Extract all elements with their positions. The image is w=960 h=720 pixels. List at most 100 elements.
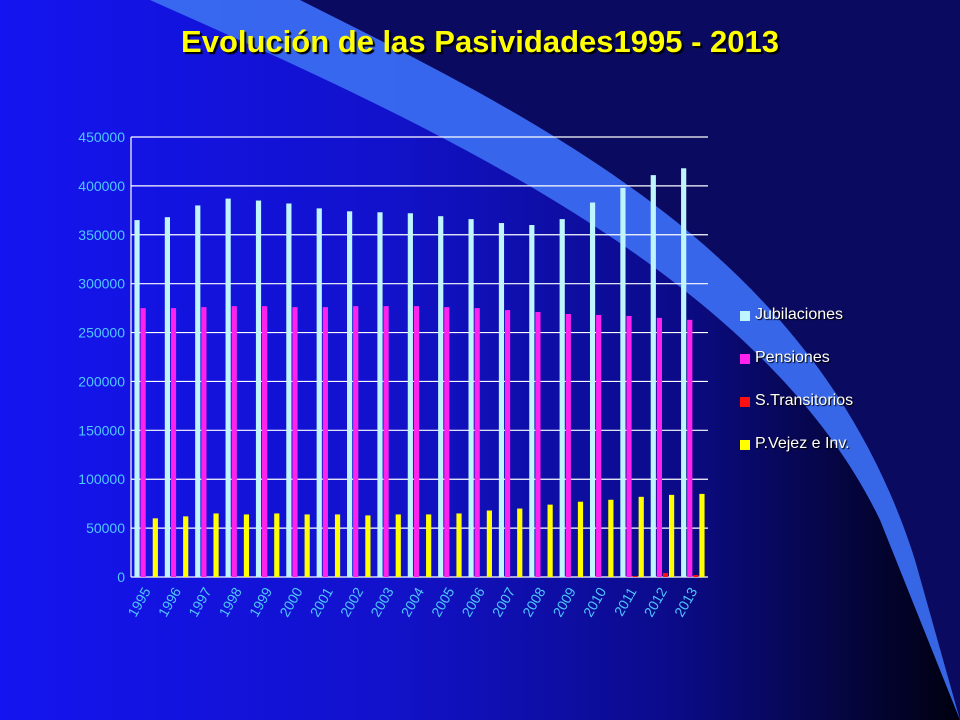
slide-title: Evolución de las Pasividades1995 - 2013 bbox=[181, 24, 779, 59]
bar-jubilaciones-2000 bbox=[286, 203, 292, 577]
bar-p-vejez-e-inv--1995 bbox=[152, 518, 158, 577]
bar-pensiones-1995 bbox=[140, 308, 146, 577]
bar-pensiones-2009 bbox=[565, 313, 571, 577]
bar-s-transitorios-2011 bbox=[632, 576, 638, 577]
bar-p-vejez-e-inv--2000 bbox=[304, 514, 310, 577]
bar-jubilaciones-2010 bbox=[589, 202, 596, 577]
bar-p-vejez-e-inv--2001 bbox=[334, 514, 341, 577]
bar-p-vejez-e-inv--2006 bbox=[486, 510, 492, 577]
bar-jubilaciones-2009 bbox=[559, 219, 565, 577]
x-tick-label: 1995 bbox=[124, 584, 154, 619]
bar-pensiones-1998 bbox=[231, 306, 237, 577]
bar-pensiones-2008 bbox=[535, 312, 541, 577]
x-tick-label: 2002 bbox=[337, 584, 367, 619]
bar-jubilaciones-2002 bbox=[347, 211, 353, 578]
bar-pensiones-1996 bbox=[170, 308, 177, 577]
bar-p-vejez-e-inv--2013 bbox=[699, 493, 705, 577]
bar-jubilaciones-2003 bbox=[377, 212, 383, 578]
bars bbox=[134, 168, 705, 578]
legend-label: Pensiones bbox=[755, 349, 830, 366]
y-tick-label: 100000 bbox=[78, 471, 125, 487]
y-tick-label: 0 bbox=[117, 569, 125, 585]
bar-jubilaciones-2011 bbox=[620, 187, 626, 577]
bar-jubilaciones-1998 bbox=[225, 198, 231, 577]
legend-swatch-vejez bbox=[740, 440, 750, 450]
legend-swatch-pensiones bbox=[740, 354, 750, 364]
bar-pensiones-2007 bbox=[504, 310, 511, 577]
bar-p-vejez-e-inv--2008 bbox=[547, 504, 553, 577]
bar-pensiones-2005 bbox=[444, 307, 450, 577]
legend-label: Jubilaciones bbox=[755, 306, 844, 323]
y-tick-label: 50000 bbox=[86, 520, 125, 536]
bar-jubilaciones-2007 bbox=[498, 223, 505, 578]
x-tick-label: 2004 bbox=[398, 584, 428, 619]
legend-item: Jubilaciones bbox=[740, 306, 920, 349]
x-tick-label: 2000 bbox=[276, 584, 306, 619]
bar-p-vejez-e-inv--2011 bbox=[638, 496, 644, 577]
bar-pensiones-2011 bbox=[626, 315, 632, 577]
bar-p-vejez-e-inv--1998 bbox=[243, 514, 250, 577]
x-tick-label: 1998 bbox=[215, 584, 245, 619]
legend: Jubilaciones Pensiones S.Transitorios P.… bbox=[740, 306, 920, 478]
bar-pensiones-2010 bbox=[596, 314, 602, 577]
bar-p-vejez-e-inv--2002 bbox=[365, 515, 371, 577]
legend-swatch-transitorios bbox=[740, 397, 750, 407]
bar-pensiones-2002 bbox=[353, 306, 359, 577]
legend-label: P.Vejez e Inv. bbox=[755, 435, 850, 452]
x-tick-label: 2007 bbox=[489, 584, 519, 619]
x-tick-label: 1997 bbox=[185, 584, 215, 619]
x-tick-label: 2009 bbox=[550, 584, 580, 619]
bar-pensiones-2001 bbox=[322, 307, 328, 577]
bar-s-transitorios-2013 bbox=[693, 575, 699, 577]
bar-pensiones-2000 bbox=[292, 307, 298, 577]
bar-pensiones-2006 bbox=[474, 308, 480, 577]
bar-pensiones-2004 bbox=[413, 306, 420, 577]
y-tick-label: 150000 bbox=[78, 422, 125, 438]
y-tick-label: 450000 bbox=[78, 129, 125, 145]
bar-s-transitorios-2012 bbox=[662, 573, 669, 577]
y-tick-label: 200000 bbox=[78, 373, 125, 389]
x-axis-ticks: 1995 1996 1997 1998 1999 2000 2001 2002 2003 2004… bbox=[124, 584, 700, 619]
legend-item: P.Vejez e Inv. bbox=[740, 435, 920, 478]
swoosh-inner bbox=[300, 0, 960, 720]
y-axis-ticks: 0 50000 100000 150000 200000 250000 300000 3500… bbox=[78, 129, 125, 585]
legend-swatch-jubilaciones bbox=[740, 311, 750, 321]
bar-jubilaciones-1996 bbox=[164, 217, 171, 577]
bar-jubilaciones-1995 bbox=[134, 220, 140, 577]
bar-p-vejez-e-inv--2009 bbox=[577, 501, 584, 577]
bar-jubilaciones-2006 bbox=[468, 219, 474, 577]
bar-jubilaciones-2012 bbox=[650, 175, 656, 577]
y-tick-label: 250000 bbox=[78, 325, 125, 341]
bar-p-vejez-e-inv--2010 bbox=[608, 499, 614, 577]
bar-jubilaciones-1997 bbox=[195, 205, 201, 577]
legend-item: S.Transitorios bbox=[740, 392, 920, 435]
y-tick-label: 300000 bbox=[78, 276, 125, 292]
bar-p-vejez-e-inv--2012 bbox=[668, 494, 675, 577]
bar-pensiones-1997 bbox=[201, 307, 207, 577]
y-tick-label: 400000 bbox=[78, 178, 125, 194]
bar-p-vejez-e-inv--1997 bbox=[213, 513, 219, 577]
legend-label: S.Transitorios bbox=[755, 392, 854, 409]
x-tick-label: 1999 bbox=[246, 584, 276, 619]
x-tick-label: 2012 bbox=[641, 584, 671, 619]
x-tick-label: 2013 bbox=[671, 584, 701, 619]
bar-jubilaciones-2005 bbox=[438, 216, 444, 577]
bar-pensiones-1999 bbox=[262, 306, 268, 577]
bar-pensiones-2003 bbox=[383, 306, 389, 577]
bar-pensiones-2012 bbox=[656, 317, 662, 577]
bar-jubilaciones-2013 bbox=[681, 168, 687, 578]
bar-p-vejez-e-inv--2007 bbox=[517, 508, 523, 577]
bar-jubilaciones-2004 bbox=[407, 213, 413, 577]
bar-jubilaciones-1999 bbox=[255, 200, 262, 578]
bar-p-vejez-e-inv--2004 bbox=[426, 514, 432, 577]
bar-p-vejez-e-inv--2003 bbox=[395, 514, 401, 577]
bar-p-vejez-e-inv--1996 bbox=[183, 516, 189, 577]
bar-jubilaciones-2001 bbox=[316, 208, 322, 577]
x-tick-label: 2003 bbox=[367, 584, 397, 619]
y-tick-label: 350000 bbox=[78, 227, 125, 243]
bar-p-vejez-e-inv--1999 bbox=[274, 513, 280, 577]
x-tick-label: 2011 bbox=[611, 584, 640, 618]
bar-p-vejez-e-inv--2005 bbox=[456, 513, 462, 577]
